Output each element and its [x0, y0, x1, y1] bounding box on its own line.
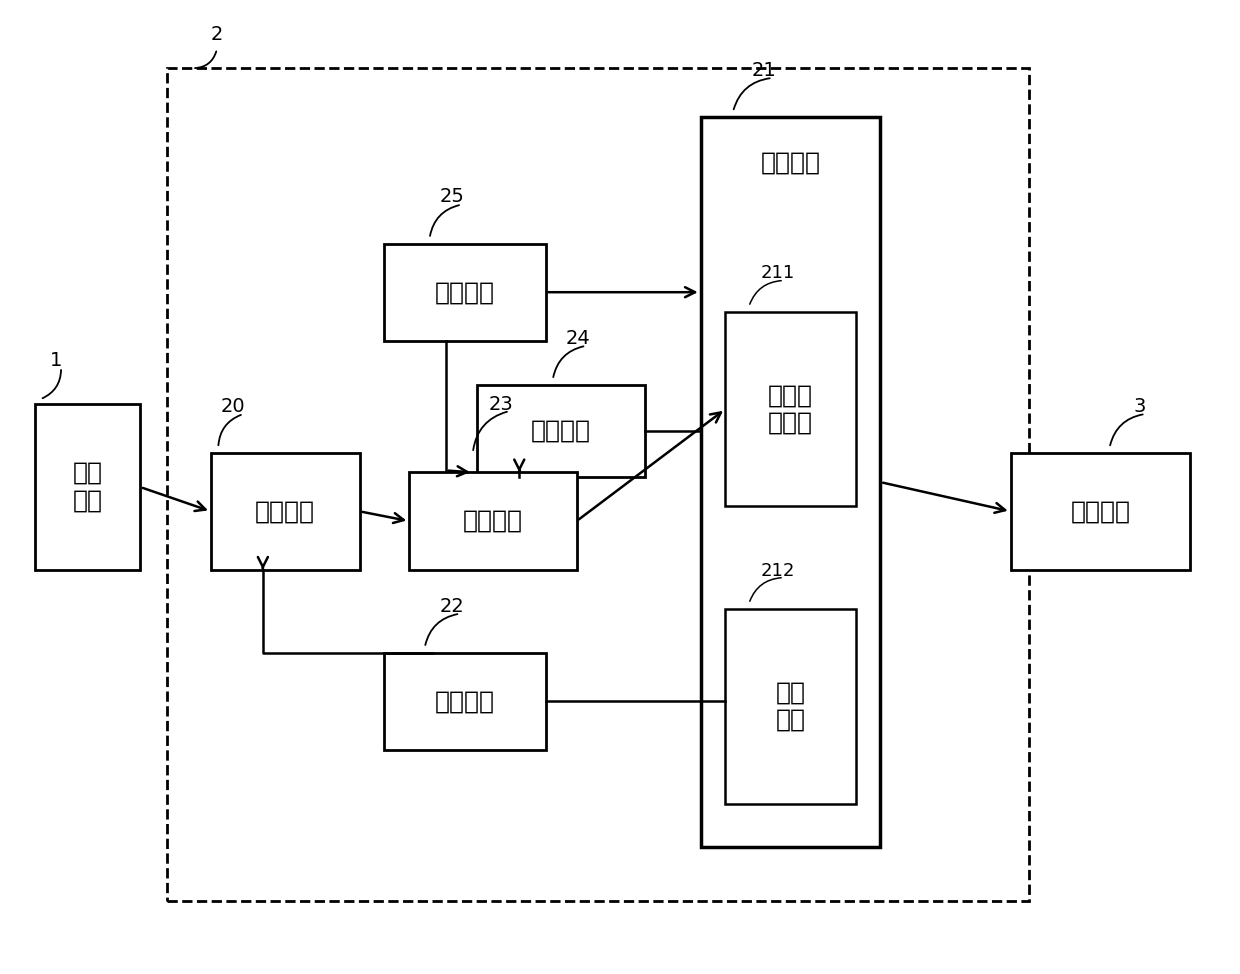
- FancyBboxPatch shape: [725, 312, 856, 506]
- Text: 22: 22: [440, 596, 465, 616]
- Text: 显示装置: 显示装置: [1070, 500, 1131, 523]
- Text: 侦测模块: 侦测模块: [435, 690, 495, 713]
- Text: 23: 23: [489, 394, 513, 414]
- Text: 存储
单元: 存储 单元: [775, 680, 806, 732]
- Text: 供电模块: 供电模块: [435, 281, 495, 304]
- Text: 模数转
换单元: 模数转 换单元: [768, 383, 813, 435]
- FancyBboxPatch shape: [1011, 453, 1190, 570]
- FancyBboxPatch shape: [384, 653, 546, 750]
- Text: 25: 25: [440, 187, 465, 206]
- Text: 处理模块: 处理模块: [760, 151, 821, 175]
- Text: 212: 212: [760, 562, 795, 580]
- FancyBboxPatch shape: [167, 68, 1029, 901]
- Text: 211: 211: [760, 265, 795, 282]
- FancyBboxPatch shape: [384, 244, 546, 341]
- Text: 24: 24: [565, 328, 590, 348]
- Text: 转换模块: 转换模块: [463, 509, 523, 533]
- FancyBboxPatch shape: [409, 472, 577, 570]
- Text: 3: 3: [1133, 396, 1146, 416]
- Text: 2: 2: [211, 24, 223, 44]
- Text: 20: 20: [221, 396, 246, 416]
- FancyBboxPatch shape: [701, 117, 880, 847]
- Text: 检测
试片: 检测 试片: [72, 461, 103, 513]
- FancyBboxPatch shape: [725, 609, 856, 804]
- FancyBboxPatch shape: [35, 404, 140, 570]
- Text: 1: 1: [50, 351, 62, 370]
- Text: 控制模块: 控制模块: [531, 419, 591, 443]
- Text: 连接单元: 连接单元: [255, 500, 315, 523]
- Text: 21: 21: [751, 60, 776, 80]
- FancyBboxPatch shape: [211, 453, 360, 570]
- FancyBboxPatch shape: [477, 385, 645, 477]
